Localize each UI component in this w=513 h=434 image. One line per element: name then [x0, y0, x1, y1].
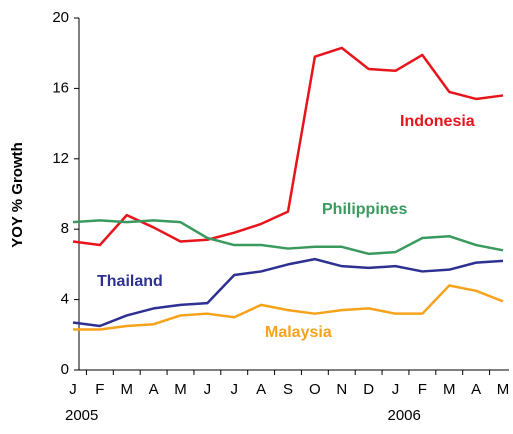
year-label: 2005: [65, 407, 98, 424]
y-tick-label: 8: [61, 220, 69, 237]
x-tick-label: J: [204, 381, 212, 398]
series-line: [72, 219, 504, 256]
y-tick-label: 4: [61, 291, 69, 308]
x-tick-label: S: [283, 381, 293, 398]
series-label: Indonesia: [400, 113, 475, 130]
x-tick-label: A: [471, 381, 481, 398]
x-tick-label: M: [443, 381, 456, 398]
x-tick-label: F: [95, 381, 104, 398]
y-axis-label: YOY % Growth: [9, 142, 26, 248]
x-tick-label: M: [497, 381, 510, 398]
x-tick-label: A: [149, 381, 159, 398]
year-label: 2006: [388, 407, 421, 424]
x-tick-label: M: [174, 381, 187, 398]
x-tick-label: M: [121, 381, 134, 398]
y-tick-label: 12: [52, 150, 69, 167]
x-tick-label: J: [231, 381, 239, 398]
series-label: Malaysia: [265, 324, 332, 341]
series-line: [72, 46, 504, 247]
series-label: Thailand: [97, 273, 163, 290]
x-tick-label: F: [418, 381, 427, 398]
x-tick-label: A: [256, 381, 266, 398]
x-tick-label: O: [309, 381, 321, 398]
series-line: [73, 284, 504, 331]
series-label: Philippines: [322, 201, 407, 218]
y-tick-label: 0: [61, 361, 69, 378]
y-tick-label: 16: [52, 79, 69, 96]
x-tick-label: J: [69, 381, 77, 398]
x-tick-label: N: [336, 381, 347, 398]
y-tick-label: 20: [52, 9, 69, 26]
series-line: [72, 257, 504, 328]
x-tick-label: J: [392, 381, 400, 398]
x-tick-label: D: [363, 381, 374, 398]
